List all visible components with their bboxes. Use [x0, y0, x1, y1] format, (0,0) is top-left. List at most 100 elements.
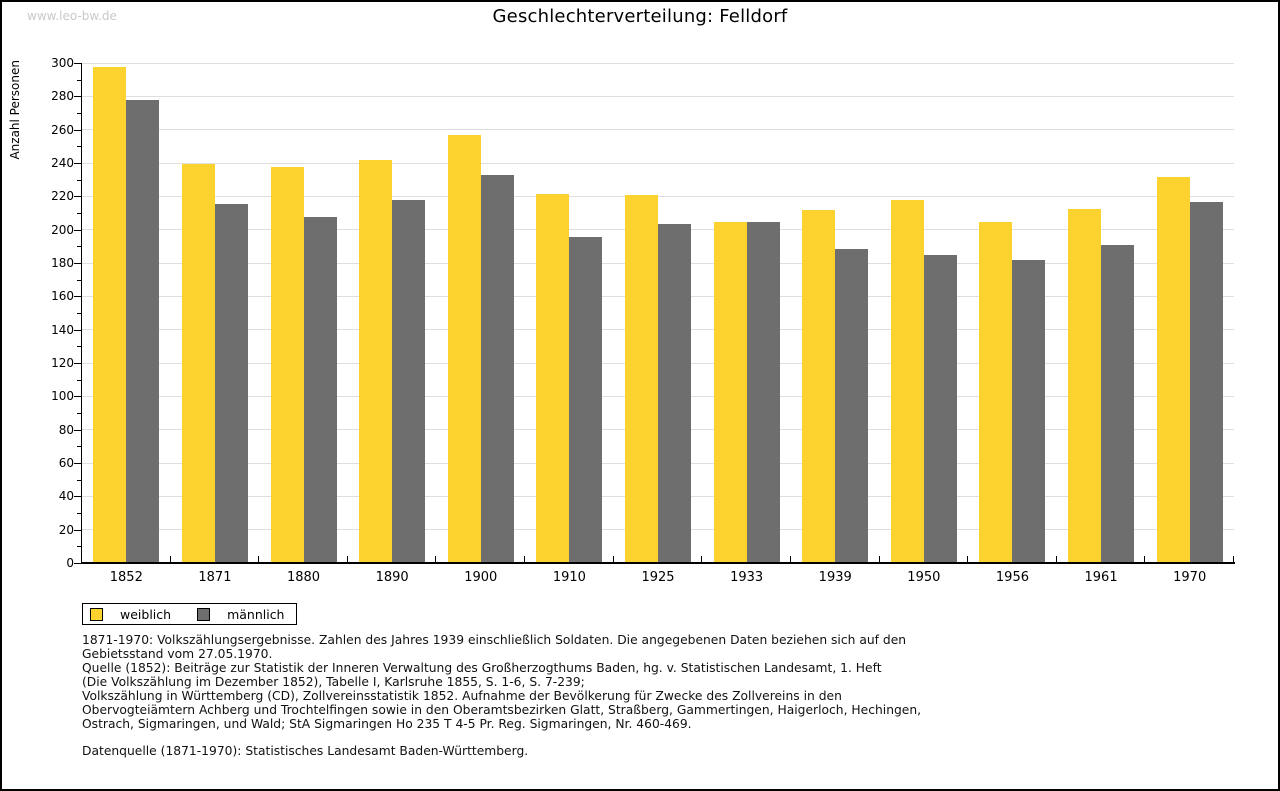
datasource-line: Datenquelle (1871-1970): Statistisches L…	[82, 744, 529, 758]
legend-label-weiblich: weiblich	[120, 606, 172, 622]
gridline	[82, 195, 1234, 197]
bar-weiblich-1956	[979, 222, 1013, 562]
footnote-line: 1871-1970: Volkszählungsergebnisse. Zahl…	[82, 633, 907, 647]
category-boundary-tick	[169, 556, 171, 563]
gridline	[82, 62, 1234, 64]
x-tick-label: 1900	[464, 570, 498, 585]
category-boundary-tick	[789, 556, 791, 563]
bar-männlich-1852	[126, 100, 160, 562]
bar-männlich-1910	[569, 237, 603, 562]
bar-weiblich-1880	[270, 167, 304, 562]
y-axis-tick	[77, 213, 81, 214]
bar-männlich-1933	[746, 222, 780, 562]
footnotes: 1871-1970: Volkszählungsergebnisse. Zahl…	[82, 633, 1222, 758]
category-boundary-tick	[612, 556, 614, 563]
y-axis-tick	[77, 379, 81, 381]
gridline	[82, 95, 1234, 97]
category-boundary-tick	[346, 556, 348, 563]
bar-männlich-1890	[392, 200, 426, 562]
bar-männlich-1970	[1189, 202, 1223, 562]
legend-item-männlich: männlich	[197, 607, 284, 622]
bar-weiblich-1925	[625, 195, 658, 562]
y-tick-label: 0	[66, 556, 74, 570]
bar-männlich-1956	[1012, 260, 1046, 562]
y-axis-tick	[74, 529, 81, 531]
bar-weiblich-1933	[713, 222, 747, 562]
y-tick-label: 80	[58, 422, 74, 437]
watermark: www.leo-bw.de	[27, 9, 117, 23]
y-axis-tick	[77, 79, 81, 81]
category-boundary-tick	[435, 556, 437, 563]
x-tick-label: 1961	[1084, 570, 1118, 585]
x-tick-label: 1956	[995, 570, 1029, 585]
x-tick-label: 1950	[907, 570, 941, 585]
bar-männlich-1880	[303, 217, 337, 562]
y-axis-tick	[74, 396, 81, 398]
y-tick-label: 40	[58, 489, 74, 504]
footnote-line: Gebietsstand vom 27.05.1970.	[82, 647, 273, 661]
category-boundary-tick	[1144, 556, 1146, 563]
x-tick-label: 1890	[375, 570, 409, 585]
y-axis-tick	[77, 546, 81, 548]
bar-weiblich-1939	[802, 210, 836, 562]
y-axis-tick	[74, 496, 81, 498]
legend-swatch-weiblich	[90, 607, 103, 621]
bar-weiblich-1961	[1068, 208, 1102, 562]
y-axis-tick	[77, 179, 81, 181]
y-tick-label: 120	[51, 356, 74, 370]
y-axis-tick	[74, 63, 81, 64]
bar-weiblich-1900	[447, 135, 481, 562]
footnote-line: Quelle (1852): Beiträge zur Statistik de…	[82, 661, 882, 675]
bar-weiblich-1852	[93, 67, 127, 562]
x-axis-line	[81, 562, 1235, 564]
y-axis-tick	[77, 246, 81, 248]
y-tick-label: 200	[51, 222, 74, 237]
bar-weiblich-1910	[536, 193, 570, 562]
y-tick-label: 240	[51, 156, 74, 170]
footnote-line: Ostrach, Sigmaringen, und Wald; StA Sigm…	[82, 717, 692, 731]
category-boundary-tick	[258, 556, 260, 563]
chart-title: Geschlechterverteilung: Felldorf	[492, 6, 788, 27]
bar-männlich-1871	[214, 203, 248, 562]
y-axis-tick	[74, 463, 81, 464]
y-tick-label: 260	[51, 122, 74, 137]
category-boundary-tick	[878, 556, 880, 563]
legend-label-männlich: männlich	[227, 606, 285, 622]
y-axis-tick	[77, 513, 81, 514]
y-tick-label: 180	[51, 256, 74, 270]
gridline	[82, 129, 1234, 131]
y-axis-tick	[74, 263, 81, 264]
y-axis-tick	[77, 113, 81, 114]
y-tick-label: 140	[51, 322, 74, 337]
bar-männlich-1961	[1101, 245, 1135, 562]
legend-swatch-männlich	[197, 607, 211, 621]
category-boundary-tick	[701, 556, 703, 563]
y-axis-tick	[74, 363, 81, 364]
bar-männlich-1925	[658, 223, 691, 562]
y-axis-tick	[77, 279, 81, 281]
bar-männlich-1950	[923, 255, 957, 562]
legend-item-weiblich: weiblich	[90, 607, 171, 622]
y-tick-label: 160	[51, 289, 74, 304]
y-tick-label: 20	[58, 522, 74, 537]
y-axis-tick	[74, 129, 81, 131]
x-tick-label: 1939	[818, 570, 852, 585]
x-tick-label: 1852	[109, 570, 143, 585]
y-axis-line	[81, 63, 82, 564]
plot-area: 0 20 40 60 80 100 120 140 160 180 200 220 240 260 280 3…	[51, 57, 1235, 585]
y-axis-tick	[74, 429, 81, 431]
y-axis-tick	[77, 346, 81, 348]
x-tick-label: 1933	[730, 570, 764, 585]
legend: weiblich männlich	[82, 603, 298, 625]
y-axis-label: Anzahl Personen	[8, 60, 22, 160]
y-axis-tick	[74, 296, 81, 298]
x-tick-label: 1880	[286, 570, 321, 585]
y-tick-label: 300	[51, 56, 74, 70]
category-boundary-tick	[1233, 556, 1234, 563]
y-axis-tick	[77, 479, 81, 481]
x-tick-label: 1970	[1173, 570, 1207, 585]
bar-weiblich-1871	[181, 163, 215, 562]
category-boundary-tick	[1055, 556, 1057, 563]
y-axis-tick	[74, 196, 81, 198]
